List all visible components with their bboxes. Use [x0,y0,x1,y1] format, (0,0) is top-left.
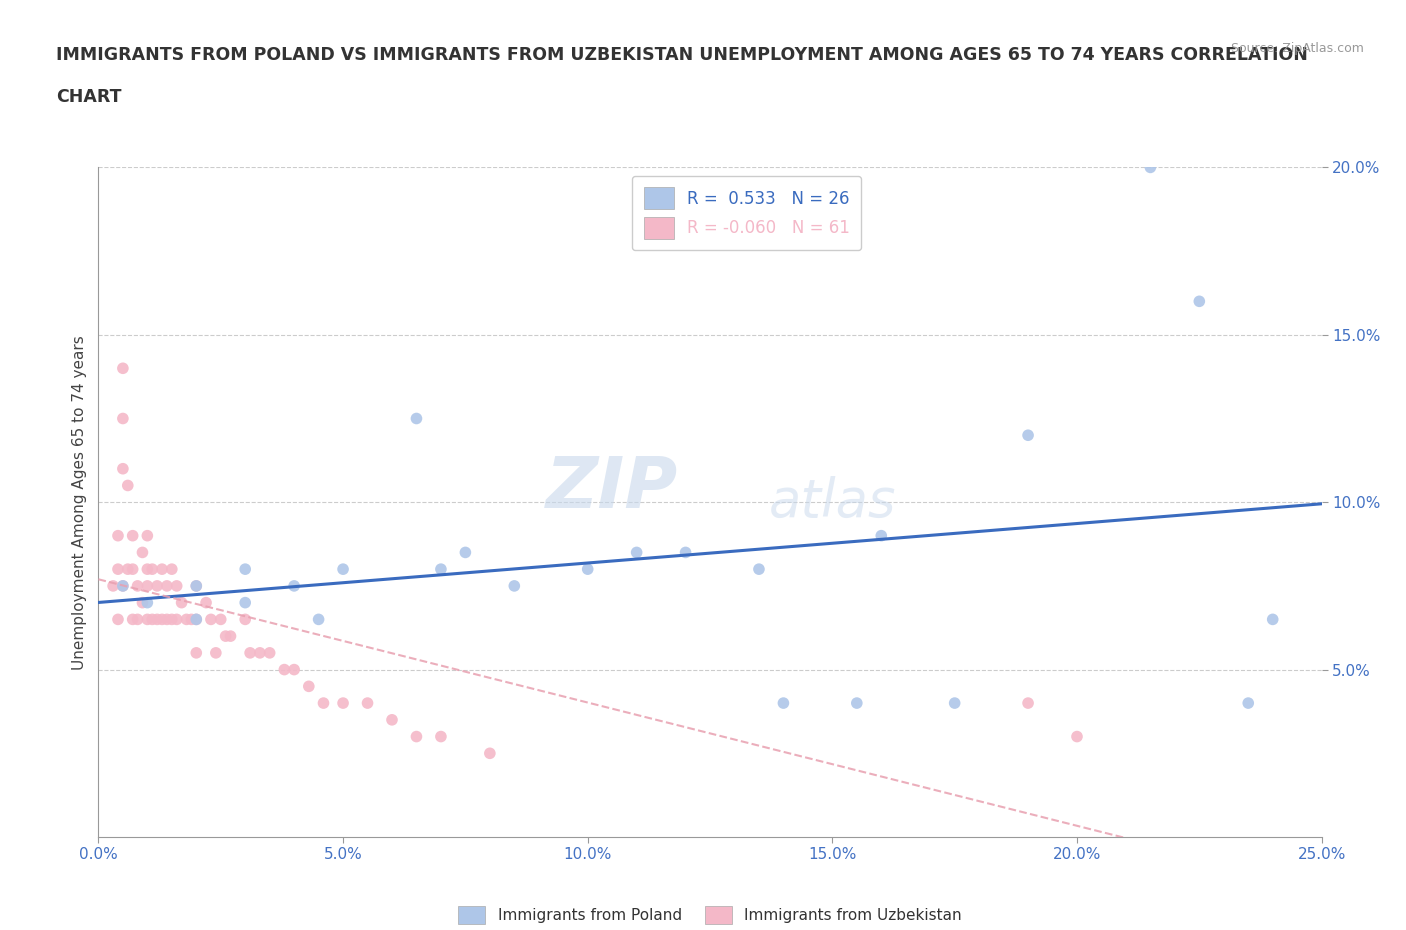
Point [101,578,124,593]
Point [141,612,163,627]
Point [332,562,354,577]
Point [503,578,526,593]
Point [160,612,183,627]
Y-axis label: Unemployment Among Ages 65 to 74 years: Unemployment Among Ages 65 to 74 years [72,335,87,670]
Point [1188,294,1211,309]
Point [186,612,208,627]
Point [298,679,321,694]
Point [626,545,648,560]
Point [356,696,378,711]
Point [772,696,794,711]
Point [943,696,966,711]
Point [233,595,256,610]
Point [136,595,159,610]
Point [205,645,228,660]
Point [454,545,477,560]
Point [405,729,427,744]
Point [283,578,305,593]
Point [111,578,134,593]
Point [1066,729,1088,744]
Text: IMMIGRANTS FROM POLAND VS IMMIGRANTS FROM UZBEKISTAN UNEMPLOYMENT AMONG AGES 65 : IMMIGRANTS FROM POLAND VS IMMIGRANTS FRO… [56,46,1308,64]
Point [131,595,153,610]
Point [430,562,453,577]
Point [146,578,169,593]
Point [150,612,173,627]
Point [1017,696,1039,711]
Point [381,712,404,727]
Point [156,578,179,593]
Point [127,578,149,593]
Point [870,528,893,543]
Point [121,528,143,543]
Point [430,729,453,744]
Text: ZIP: ZIP [546,455,678,524]
Point [186,578,208,593]
Point [748,562,770,577]
Point [107,528,129,543]
Point [117,478,139,493]
Point [273,662,295,677]
Point [478,746,501,761]
Point [111,411,134,426]
Point [576,562,599,577]
Point [121,612,143,627]
Point [219,629,242,644]
Point [127,612,149,627]
Point [176,612,198,627]
Point [209,612,232,627]
Point [111,361,134,376]
Point [1237,696,1260,711]
Point [107,562,129,577]
Point [136,562,159,577]
Point [195,595,218,610]
Point [141,562,163,577]
Point [186,578,208,593]
Point [146,612,169,627]
Point [239,645,262,660]
Point [186,612,208,627]
Point [166,578,188,593]
Point [166,612,188,627]
Point [259,645,281,660]
Point [136,612,159,627]
Point [136,528,159,543]
Point [249,645,271,660]
Point [117,562,139,577]
Point [214,629,236,644]
Point [186,645,208,660]
Point [233,562,256,577]
Point [111,578,134,593]
Text: atlas: atlas [769,476,896,528]
Point [156,612,179,627]
Point [675,545,697,560]
Point [160,562,183,577]
Point [405,411,427,426]
Point [111,461,134,476]
Point [1261,612,1284,627]
Point [1139,160,1161,175]
Point [200,612,222,627]
Point [170,595,193,610]
Point [150,562,173,577]
Point [845,696,868,711]
Point [1017,428,1039,443]
Point [312,696,335,711]
Point [136,578,159,593]
Legend: Immigrants from Poland, Immigrants from Uzbekistan: Immigrants from Poland, Immigrants from … [451,900,969,930]
Point [283,662,305,677]
Point [233,612,256,627]
Point [131,545,153,560]
Point [180,612,202,627]
Point [107,612,129,627]
Point [308,612,330,627]
Text: CHART: CHART [56,88,122,106]
Point [332,696,354,711]
Text: Source: ZipAtlas.com: Source: ZipAtlas.com [1230,42,1364,55]
Point [121,562,143,577]
